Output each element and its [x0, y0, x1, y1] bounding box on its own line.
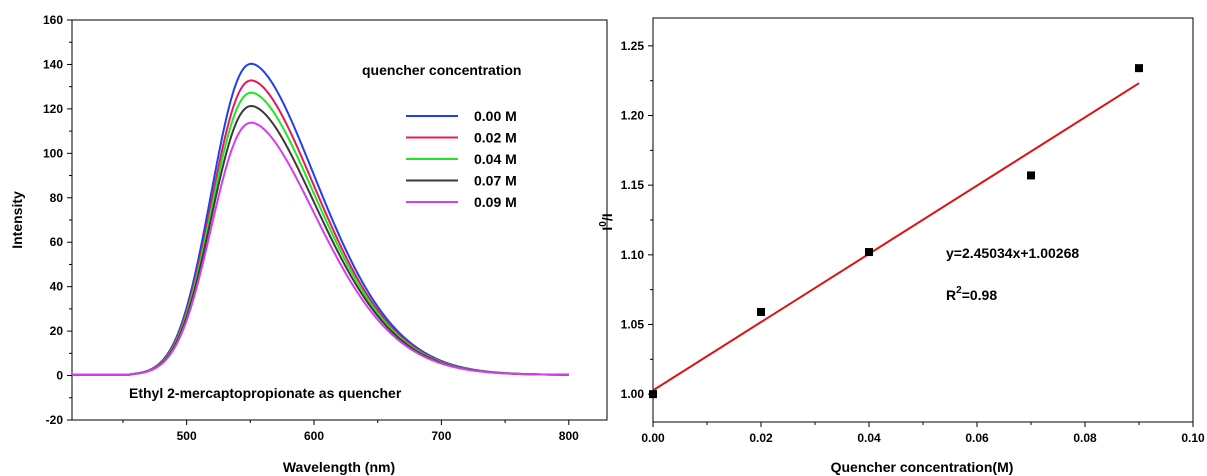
- left-x-tick-label: 700: [431, 429, 451, 443]
- data-point-3: [1027, 171, 1035, 180]
- left-axis-ticks: 500 600 700 800 -20 0 20 40 60 80 100 120 140 160: [43, 13, 579, 443]
- legend-label-0: 0.00 M: [474, 108, 517, 124]
- stern-volmer-chart: 0.00 0.02 0.04 0.06 0.08 0.10 1.00 1.05 1.10 1.15…: [598, 17, 1205, 475]
- right-x-tick-label: 0.00: [641, 431, 665, 445]
- data-point-1: [757, 307, 765, 316]
- left-y-tick-label: 120: [43, 102, 63, 116]
- left-y-tick-label: 160: [43, 13, 63, 27]
- left-y-tick-label: 0: [56, 369, 63, 383]
- left-x-tick-label: 600: [304, 429, 324, 443]
- right-y-tick-label: 1.20: [621, 109, 645, 123]
- fit-equation: y=2.45034x+1.00268: [946, 245, 1079, 261]
- left-y-tick-label: 60: [50, 235, 64, 249]
- left-plot-frame: [71, 19, 608, 421]
- right-axis-ticks: 0.00 0.02 0.04 0.06 0.08 0.10 1.00 1.05 1.10 1.15…: [621, 39, 1205, 445]
- left-series-lines: [72, 62, 569, 376]
- right-x-tick-label: 0.02: [749, 431, 773, 445]
- left-y-tick-label: -20: [46, 413, 64, 427]
- right-x-tick-label: 0.08: [1073, 431, 1097, 445]
- data-points: [649, 64, 1143, 399]
- right-y-tick-label: 1.25: [621, 39, 645, 53]
- data-point-2: [865, 248, 873, 257]
- legend-title: quencher concentration: [362, 62, 521, 78]
- left-x-tick-label: 500: [177, 429, 197, 443]
- left-y-tick-label: 40: [50, 280, 64, 294]
- legend-label-4: 0.09 M: [474, 194, 517, 210]
- left-y-tick-label: 80: [50, 191, 64, 205]
- right-x-tick-label: 0.10: [1181, 431, 1205, 445]
- right-x-tick-label: 0.04: [857, 431, 881, 445]
- legend-label-2: 0.04 M: [474, 151, 517, 167]
- series-line-4: [72, 121, 569, 376]
- quencher-annotation: Ethyl 2-mercaptopropionate as quencher: [129, 385, 402, 401]
- series-line-3: [72, 104, 569, 376]
- legend-label-3: 0.07 M: [474, 173, 517, 189]
- fit-line: [652, 82, 1140, 392]
- left-x-tick-label: 800: [559, 429, 579, 443]
- emission-spectra-chart: 500 600 700 800 -20 0 20 40 60 80 100 120 140 160 Wav…: [9, 13, 608, 475]
- right-y-tick-label: 1.05: [621, 317, 645, 331]
- left-y-tick-label: 100: [43, 146, 63, 160]
- left-y-tick-label: 140: [43, 57, 63, 71]
- left-y-axis-label: Intensity: [9, 191, 25, 249]
- right-x-axis-label: Quencher concentration(M): [831, 459, 1014, 475]
- r-squared: R2=0.98: [946, 285, 997, 303]
- right-y-tick-label: 1.00: [621, 387, 645, 401]
- right-y-tick-label: 1.10: [621, 248, 645, 262]
- right-x-tick-label: 0.06: [965, 431, 989, 445]
- data-point-0: [649, 390, 657, 399]
- legend: 0.00 M 0.02 M 0.04 M 0.07 M 0.09 M: [406, 108, 517, 210]
- left-x-axis-label: Wavelength (nm): [283, 459, 395, 475]
- legend-label-1: 0.02 M: [474, 130, 517, 146]
- right-y-tick-label: 1.15: [621, 178, 645, 192]
- right-y-axis-label: I0/I: [598, 213, 615, 230]
- left-y-tick-label: 20: [50, 324, 64, 338]
- data-point-4: [1135, 64, 1143, 73]
